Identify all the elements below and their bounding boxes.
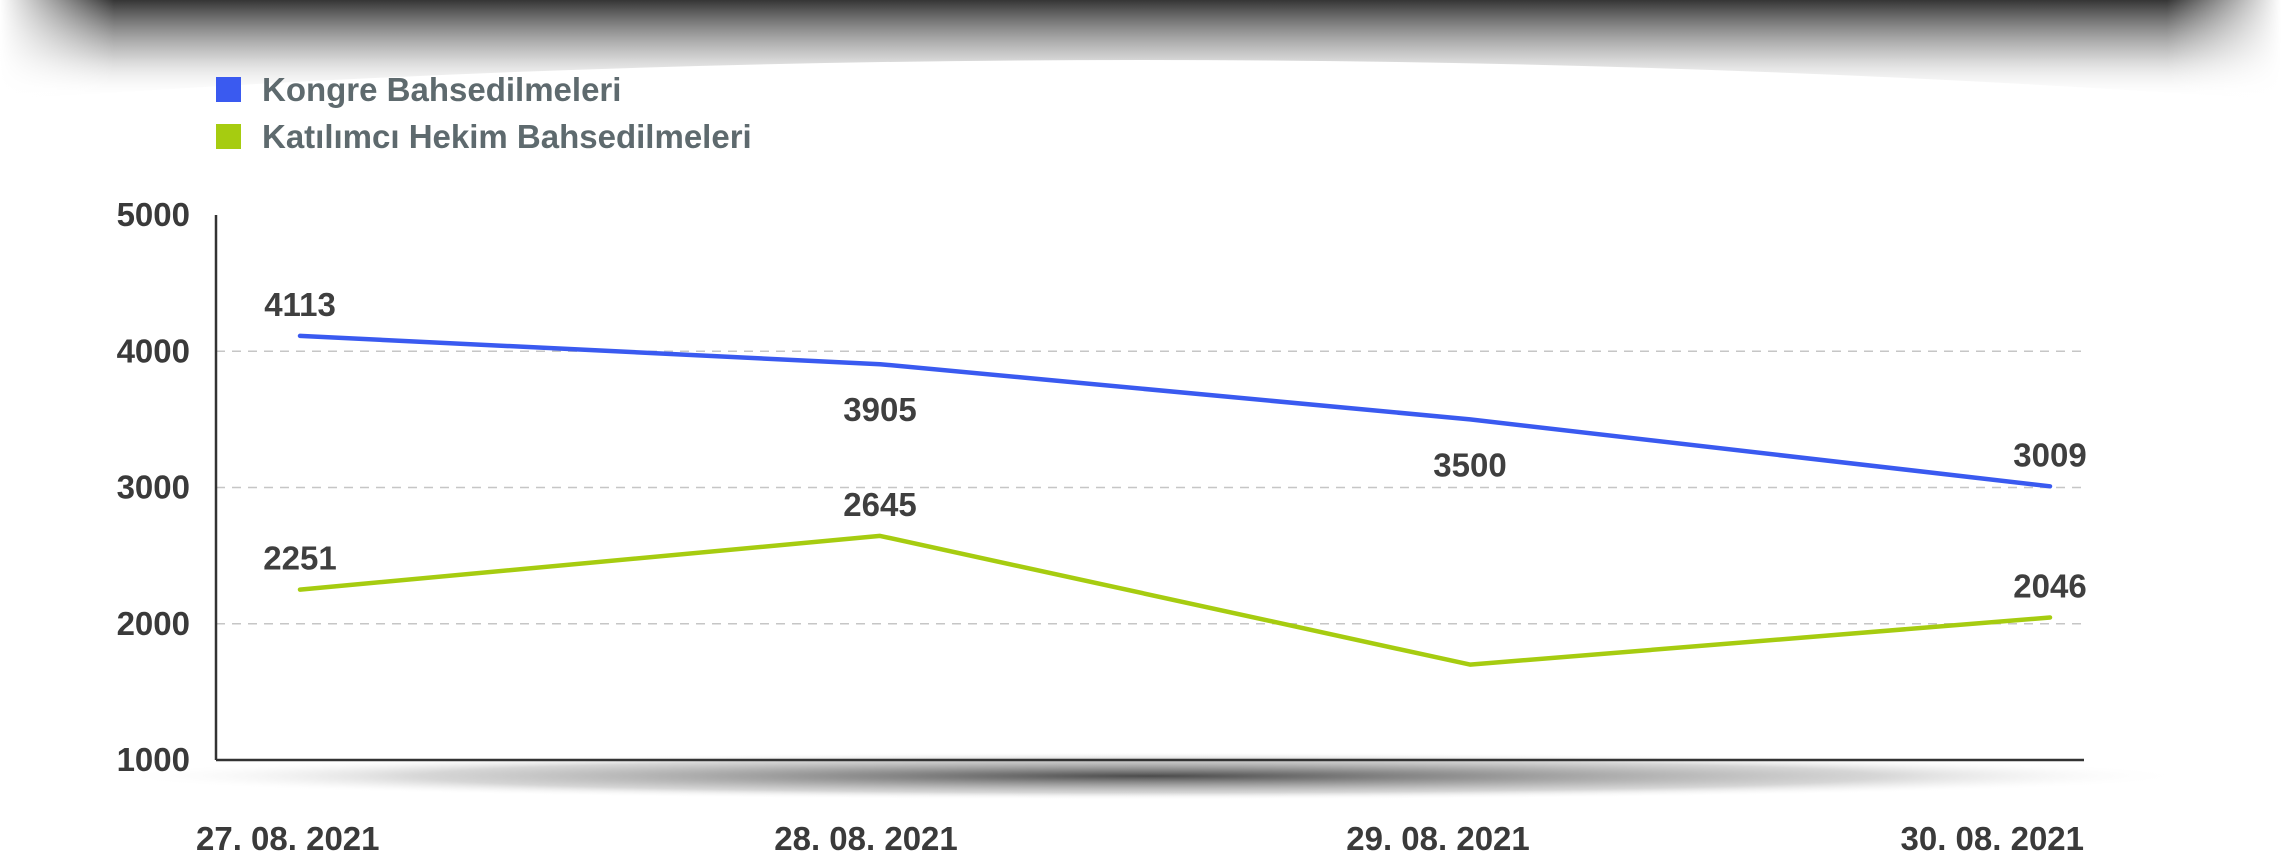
top-shadow-fade (0, 0, 2281, 100)
legend: Kongre Bahsedilmeleri Katılımcı Hekim Bah… (216, 71, 752, 155)
y-tick-label: 4000 (117, 332, 190, 369)
data-label-s1-p3: 3500 (1433, 446, 1506, 483)
x-tick-label: 27. 08. 2021 (196, 820, 380, 857)
axes (214, 215, 2084, 762)
x-tick-label: 29. 08. 2021 (1346, 820, 1530, 857)
data-label-s1-p4: 3009 (2013, 436, 2086, 473)
y-tick-label: 3000 (117, 469, 190, 506)
tick-labels: 1000 2000 3000 4000 5000 27. 08. 2021 28. 08. … (117, 196, 2084, 857)
decorative-shadows (0, 0, 2281, 800)
legend-swatch-2 (216, 124, 241, 149)
y-tick-label: 5000 (117, 196, 190, 233)
y-tick-label: 1000 (117, 741, 190, 778)
legend-swatch-1 (216, 77, 241, 102)
series-line-2 (297, 533, 2053, 667)
series-line-1 (297, 333, 2053, 489)
data-label-s1-p2: 3905 (843, 391, 916, 428)
data-label-s2-p4: 2046 (2013, 567, 2086, 604)
y-tick-label: 2000 (117, 605, 190, 642)
data-label-s1-p1: 4113 (264, 286, 336, 323)
bottom-shadow (110, 752, 2190, 800)
gridlines (216, 350, 2084, 625)
x-tick-label: 30. 08. 2021 (1901, 820, 2085, 857)
legend-label-1: Kongre Bahsedilmeleri (262, 71, 621, 108)
series (297, 333, 2053, 667)
x-tick-label: 28. 08. 2021 (774, 820, 958, 857)
data-label-s2-p1: 2251 (263, 540, 336, 577)
data-label-s2-p2: 2645 (843, 486, 916, 523)
legend-label-2: Katılımcı Hekim Bahsedilmeleri (262, 118, 752, 155)
data-labels: 4113 3905 3500 3009 2251 2645 2046 (263, 286, 2086, 605)
